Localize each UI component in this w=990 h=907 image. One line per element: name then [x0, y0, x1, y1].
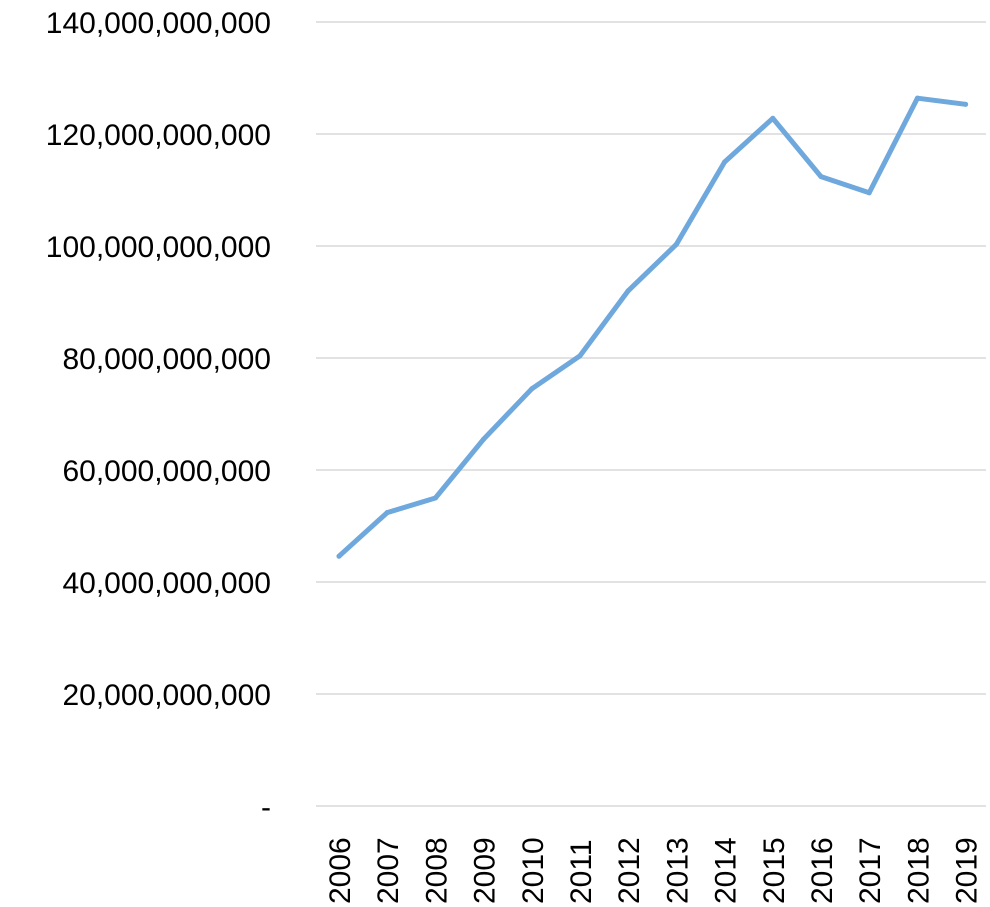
y-tick-label: 80,000,000,000	[62, 343, 271, 376]
x-tick-label: 2007	[372, 837, 405, 904]
data-point	[866, 190, 872, 196]
data-point	[963, 101, 969, 107]
y-tick-label: 60,000,000,000	[62, 455, 271, 488]
x-tick-label: 2012	[613, 837, 646, 904]
data-point	[914, 95, 920, 101]
gridlines	[316, 21, 986, 807]
x-tick-label: 2018	[902, 837, 935, 904]
x-tick-label: 2011	[565, 839, 598, 904]
data-point	[722, 159, 728, 165]
x-tick-label: 2017	[854, 837, 887, 904]
data-point	[577, 353, 583, 359]
x-tick-label: 2006	[324, 837, 357, 904]
data-point	[481, 436, 487, 442]
y-axis-tick-labels: - 20,000,000,000 40,000,000,000 60,000,000,…	[46, 7, 271, 824]
data-point	[529, 386, 535, 392]
y-tick-label: 40,000,000,000	[62, 567, 271, 600]
y-tick-label: 120,000,000,000	[46, 119, 271, 152]
data-point	[673, 241, 679, 247]
x-tick-label: 2008	[420, 837, 453, 904]
data-point	[770, 115, 776, 121]
data-point	[336, 553, 342, 559]
series-lines	[336, 95, 969, 559]
data-point	[384, 510, 390, 516]
y-tick-label: 20,000,000,000	[62, 679, 271, 712]
data-point	[818, 174, 824, 180]
x-tick-label: 2010	[517, 837, 550, 904]
x-axis-tick-labels: 2006 2007 2008 2009 2010 2011 2012 2013 2014 2015…	[324, 837, 984, 904]
series-line	[336, 95, 969, 559]
y-tick-label: 140,000,000,000	[46, 7, 271, 40]
x-tick-label: 2019	[951, 837, 984, 904]
y-tick-label: 100,000,000,000	[46, 231, 271, 264]
x-tick-label: 2016	[806, 837, 839, 904]
data-point	[432, 495, 438, 501]
x-tick-label: 2015	[758, 837, 791, 904]
data-point	[625, 288, 631, 294]
x-tick-label: 2013	[661, 837, 694, 904]
x-tick-label: 2009	[469, 837, 502, 904]
x-tick-label: 2014	[710, 837, 743, 904]
y-tick-label: -	[261, 791, 271, 824]
